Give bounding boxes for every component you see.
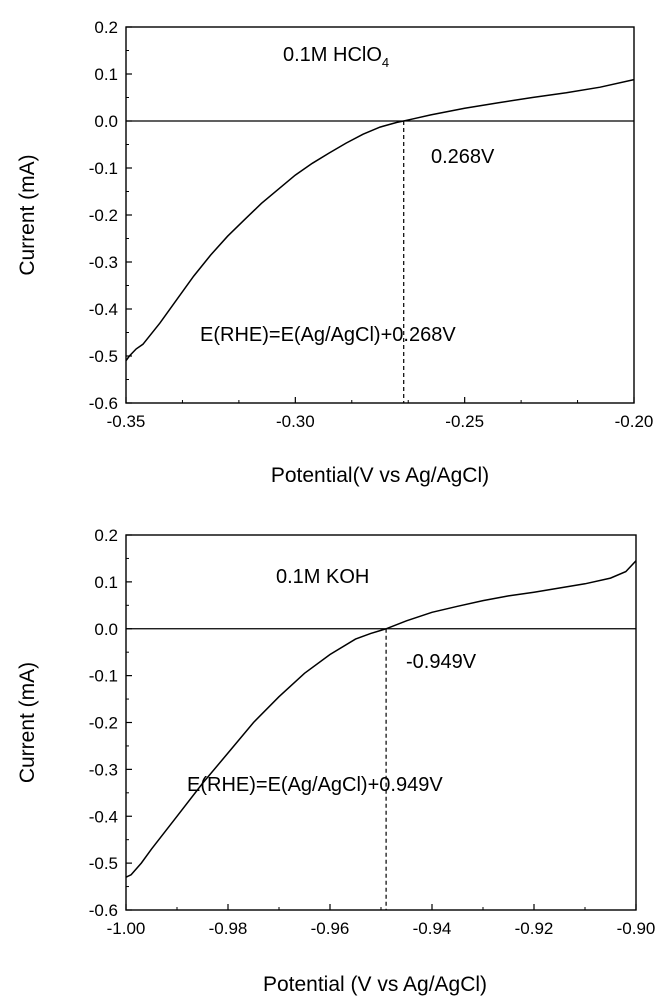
y-tick-label: 0.0	[94, 620, 118, 639]
x-tick-label: -0.98	[209, 919, 248, 938]
plot-frame	[125, 534, 637, 911]
y-tick-label: -0.2	[89, 714, 118, 733]
x-tick-label: -0.35	[107, 412, 146, 431]
y-tick-label: 0.1	[94, 573, 118, 592]
rhe-equation-label: E(RHE)=E(Ag/AgCl)+0.268V	[200, 324, 456, 346]
y-tick-label: -0.6	[89, 394, 118, 413]
y-tick-label: 0.0	[94, 112, 118, 131]
y-tick-label: -0.1	[89, 667, 118, 686]
y-tick-label: -0.4	[89, 300, 118, 319]
current-curve	[125, 560, 637, 878]
y-axis-title: Current (mA)	[16, 662, 39, 783]
x-tick-label: -0.94	[413, 919, 452, 938]
plot-frame	[125, 26, 635, 404]
y-tick-label: -0.5	[89, 854, 118, 873]
x-tick-label: -0.90	[617, 919, 656, 938]
panel-hclo4: 0.2 0.1 0.0 -0.1 -0.2 -0.3 -0.4 -0.5 -0.6-0.35 -0…	[16, 18, 653, 487]
x-tick-label: -1.00	[107, 919, 146, 938]
y-tick-label: 0.1	[94, 65, 118, 84]
current-curve	[125, 78, 635, 362]
electrolyte-label: 0.1M HClO4	[283, 44, 389, 70]
x-tick-label: -0.96	[311, 919, 350, 938]
y-tick-label: 0.2	[94, 18, 118, 37]
x-axis-title: Potential (V vs Ag/AgCl)	[263, 973, 487, 996]
y-tick-label: -0.2	[89, 206, 118, 225]
y-tick-label: -0.1	[89, 159, 118, 178]
electrolyte-label: 0.1M KOH	[276, 566, 369, 588]
y-tick-label: -0.3	[89, 760, 118, 779]
panel-koh: 0.2 0.1 0.0 -0.1 -0.2 -0.3 -0.4 -0.5 -0.6-1.00 -0…	[16, 526, 655, 996]
x-axis-title: Potential(V vs Ag/AgCl)	[271, 464, 489, 487]
y-tick-label: -0.3	[89, 253, 118, 272]
y-tick-label: -0.6	[89, 901, 118, 920]
x-tick-label: -0.25	[445, 412, 484, 431]
x-tick-label: -0.92	[515, 919, 554, 938]
rhe-equation-label: E(RHE)=E(Ag/AgCl)+0.949V	[187, 774, 443, 796]
y-tick-label: 0.2	[94, 526, 118, 545]
crossing-value-label: 0.268V	[431, 146, 495, 168]
y-tick-label: -0.4	[89, 807, 118, 826]
x-tick-label: -0.20	[615, 412, 654, 431]
y-axis-title: Current (mA)	[16, 154, 39, 275]
x-tick-label: -0.30	[276, 412, 315, 431]
crossing-value-label: -0.949V	[406, 651, 477, 673]
y-tick-label: -0.5	[89, 347, 118, 366]
